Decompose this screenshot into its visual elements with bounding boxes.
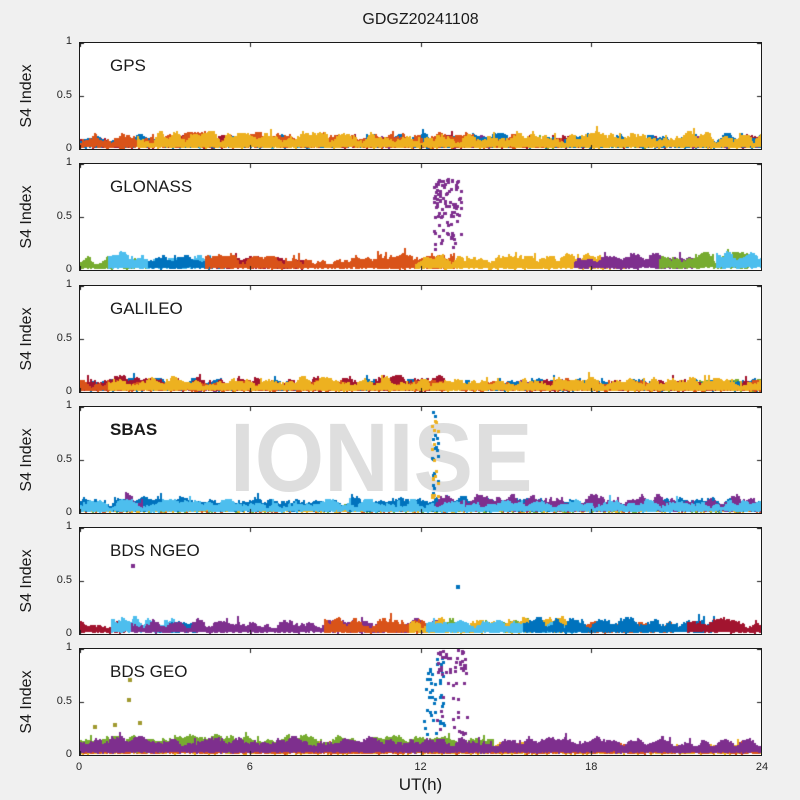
x-tick-label: 0: [75, 761, 83, 773]
y-tick-label-05: 0.5: [56, 332, 72, 344]
scatter-canvas: [80, 164, 761, 270]
constellation-label: BDS NGEO: [110, 541, 200, 560]
y-axis-title: S4 Index: [18, 185, 35, 249]
figure-title: GDGZ20241108: [362, 11, 479, 28]
y-tick-label-0: 0: [65, 385, 72, 397]
constellation-label: GLONASS: [110, 177, 193, 196]
subplot: S4 Index 1 0.5 0 IONISE SBAS: [0, 399, 800, 518]
y-tick-label-0: 0: [65, 142, 72, 154]
scatter-canvas: [80, 286, 761, 392]
y-tick-label-1: 1: [65, 399, 72, 411]
scatter-canvas: [80, 43, 761, 149]
plot-area: GALILEO: [79, 285, 762, 393]
y-tick-label-1: 1: [65, 278, 72, 290]
plot-area: GPS: [79, 42, 762, 150]
subplot: S4 Index 1 0.5 0 GLONASS: [0, 156, 800, 275]
plot-area: BDS NGEO: [79, 527, 762, 635]
y-tick-label-1: 1: [65, 641, 72, 653]
y-axis-title: S4 Index: [18, 549, 35, 613]
x-axis-title: UT(h): [398, 775, 443, 794]
y-tick-label-0: 0: [65, 748, 72, 760]
constellation-label: GPS: [110, 56, 146, 75]
x-tick-label: 6: [246, 761, 253, 773]
scatter-canvas: [80, 649, 761, 755]
y-tick-label-05: 0.5: [56, 453, 72, 465]
subplot: S4 Index 1 0.5 0 GPS: [0, 35, 800, 154]
plot-area: IONISE SBAS: [79, 403, 762, 514]
constellation-label: BDS GEO: [110, 662, 188, 681]
y-tick-label-1: 1: [65, 35, 72, 47]
subplot: S4 Index 1 0.5 0 BDS GEO: [0, 641, 800, 760]
y-axis-title: S4 Index: [18, 428, 35, 492]
y-axis-title: S4 Index: [18, 64, 35, 128]
x-tick-label: 12: [414, 761, 427, 773]
y-tick-label-05: 0.5: [56, 210, 72, 222]
y-tick-label-0: 0: [65, 506, 72, 518]
y-tick-label-05: 0.5: [56, 89, 72, 101]
x-tick-label: 24: [755, 761, 769, 773]
x-tick-label: 18: [585, 761, 598, 773]
y-axis-title: S4 Index: [18, 307, 35, 371]
y-axis-title: S4 Index: [18, 670, 35, 734]
constellation-label: SBAS: [110, 420, 158, 439]
scatter-canvas: [80, 407, 761, 513]
y-tick-label-0: 0: [65, 627, 72, 639]
subplot: S4 Index 1 0.5 0 GALILEO: [0, 278, 800, 397]
plot-area: BDS GEO: [79, 648, 762, 756]
y-tick-label-1: 1: [65, 520, 72, 532]
y-tick-label-0: 0: [65, 263, 72, 275]
subplot: S4 Index 1 0.5 0 BDS NGEO: [0, 520, 800, 639]
y-tick-label-05: 0.5: [56, 574, 72, 586]
constellation-label: GALILEO: [110, 299, 183, 318]
plot-area: GLONASS: [79, 163, 762, 271]
scatter-canvas: [80, 528, 761, 634]
y-tick-label-1: 1: [65, 156, 72, 168]
y-tick-label-05: 0.5: [56, 695, 72, 707]
